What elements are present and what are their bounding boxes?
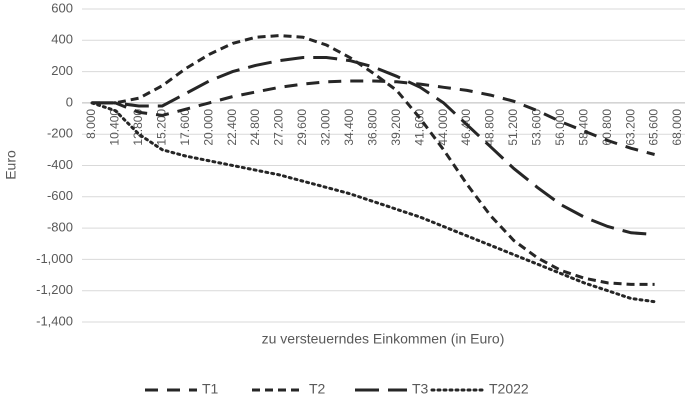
x-tick-label: 32.000 (319, 109, 333, 146)
x-tick-label: 27.200 (272, 109, 286, 146)
x-tick-label: 56.000 (553, 109, 567, 146)
x-tick-label: 65.600 (647, 109, 661, 146)
x-tick-label: 15.200 (154, 109, 168, 146)
x-tick-label: 46.400 (459, 109, 473, 146)
x-tick-label: 8.000 (84, 109, 98, 139)
x-tick-label: 20.000 (201, 109, 215, 146)
x-tick-label: 24.800 (248, 109, 262, 146)
series-line (92, 34, 655, 286)
x-tick-label: 44.000 (436, 109, 450, 146)
y-tick-label: -200 (47, 126, 73, 141)
x-tick-label: 68.000 (670, 109, 684, 146)
y-tick-label: 400 (51, 32, 73, 47)
y-tick-label: -400 (47, 157, 73, 172)
x-tick-label: 60.800 (600, 109, 614, 146)
x-tick-label: 34.400 (342, 109, 356, 146)
x-tick-label: 29.600 (295, 109, 309, 146)
x-tick-label: 17.600 (178, 109, 192, 146)
x-tick-label: 58.400 (576, 109, 590, 146)
y-tick-label: -800 (47, 220, 73, 235)
x-tick-label: 22.400 (225, 109, 239, 146)
x-tick-label: 53.600 (530, 109, 544, 146)
x-tick-label: 39.200 (389, 109, 403, 146)
y-tick-label: 600 (51, 0, 73, 15)
legend-label: T3 (412, 381, 429, 397)
x-axis-title: zu versteuerndes Einkommen (in Euro) (262, 331, 505, 347)
series-line (90, 101, 657, 304)
series-line (92, 79, 655, 156)
x-tick-label: 10.400 (108, 109, 122, 146)
y-tick-label: 200 (51, 63, 73, 78)
legend-label: T2022 (489, 381, 529, 397)
y-tick-label: -1,000 (36, 251, 73, 266)
y-tick-label: -1,400 (36, 313, 73, 328)
y-tick-label: 0 (66, 94, 73, 109)
x-tick-label: 48.800 (483, 109, 497, 146)
y-tick-label: -1,200 (36, 282, 73, 297)
x-tick-label: 51.200 (506, 109, 520, 146)
x-tick-label: 36.800 (365, 109, 379, 146)
x-tick-label: 41.600 (412, 109, 426, 146)
y-axis-title: Euro (3, 150, 19, 180)
legend-label: T1 (202, 381, 219, 397)
legend-label: T2 (309, 381, 326, 397)
x-tick-label: 63.200 (623, 109, 637, 146)
y-tick-label: -600 (47, 188, 73, 203)
